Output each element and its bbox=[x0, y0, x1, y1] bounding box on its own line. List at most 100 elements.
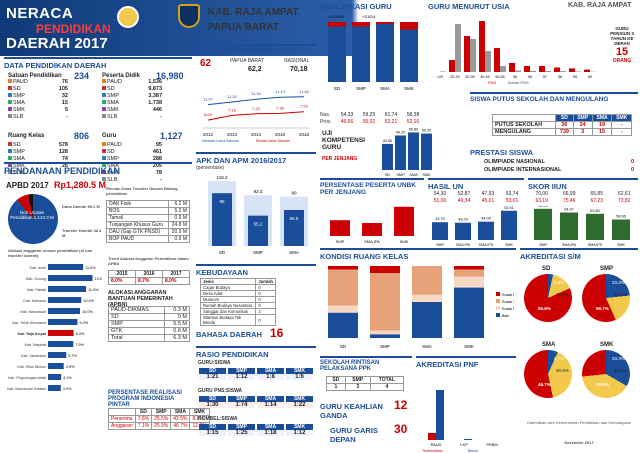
putus-head-cell bbox=[491, 114, 557, 122]
kondisi-legend-label: Rusak Berat bbox=[502, 293, 514, 297]
kondisi-legend-label: Rusak Sedang bbox=[502, 300, 514, 304]
usia-bar-non bbox=[455, 24, 461, 72]
trend-value: 8.0% bbox=[108, 277, 136, 285]
stat-value: 74 bbox=[61, 156, 68, 162]
unbk-cat: SMP bbox=[336, 239, 345, 244]
alokasi-bar bbox=[48, 264, 84, 270]
uk-bar-value: 50.89 bbox=[409, 127, 419, 131]
legend-dot bbox=[102, 156, 106, 160]
alokasi-value: 11.9% bbox=[88, 288, 99, 292]
rls-label: 6.69 bbox=[204, 112, 213, 117]
stat-value: 446 bbox=[152, 107, 162, 113]
stat-label: SMK bbox=[102, 170, 119, 177]
stat-row: SMA 1,738 bbox=[102, 100, 162, 107]
rasio-pns-label: GURU PNS:SISWA bbox=[198, 388, 243, 394]
header-banner bbox=[0, 0, 640, 56]
stat-row: SMP 288 bbox=[102, 156, 162, 163]
stat-value: 95 bbox=[155, 142, 162, 148]
usia-bar-pns bbox=[569, 68, 575, 72]
apbn-value: 6.3 M bbox=[164, 334, 190, 342]
hasil-bar bbox=[455, 222, 471, 240]
akred-b: 20.0% bbox=[614, 292, 627, 297]
stat-name: SD bbox=[13, 142, 21, 148]
hasil-prov-row: 51,00 49,34 45,01 53,01 bbox=[428, 198, 524, 204]
kondisi-segment bbox=[370, 266, 400, 274]
value-row: 70,00 66,99 65,85 62,61 bbox=[528, 191, 638, 197]
uk-title: UJI KOMPETENSI GURU bbox=[322, 130, 365, 151]
rintisan-value: 1 bbox=[326, 383, 346, 391]
stat-label: SD bbox=[8, 142, 21, 149]
alokasi-label: Kab. Fakfak bbox=[27, 288, 46, 292]
kondisi-segment bbox=[412, 266, 442, 295]
rasio-head: SD SMP SMA SMK bbox=[198, 368, 314, 374]
value-row: 63,19 75,46 67,23 73,82 bbox=[528, 198, 638, 204]
uk-bar-chart: 44.50 SD 49.20 SMP 50.89 SMA 50.25 SMK bbox=[382, 127, 432, 177]
stat-label: SLB bbox=[8, 170, 23, 177]
ipm-year-label: 2014 bbox=[251, 132, 262, 137]
kondisi-segment bbox=[412, 302, 442, 338]
rincian-row: DAU (Gaji GTK PNSD) 20.9 M bbox=[106, 228, 191, 236]
rasio-value: 1:22 bbox=[286, 402, 313, 408]
rintisan-panel: SEKOLAH RINTISAN PELAKSANA PPK SD SMP TOTA… bbox=[320, 356, 412, 396]
apk-cat-label: SMP bbox=[253, 250, 263, 255]
row-value: 53,21 bbox=[384, 119, 398, 125]
uk-cat: SMK bbox=[422, 173, 431, 177]
hasil-title: HASIL UN bbox=[428, 182, 464, 191]
stat-name: SLB bbox=[107, 114, 118, 120]
usia-cat: 59 bbox=[573, 75, 577, 79]
stat-label: SLB bbox=[8, 114, 23, 121]
iun-bar bbox=[560, 212, 578, 240]
rincian-label: BOS bbox=[106, 207, 169, 215]
rincian-label: DAU (Gaji GTK PNSD) bbox=[106, 228, 169, 236]
pip-cell: 46.7% bbox=[170, 422, 191, 430]
rincian-label: Tamsil bbox=[106, 214, 169, 222]
row-value: 58,38 bbox=[406, 112, 420, 118]
alokasi-bar bbox=[48, 385, 61, 391]
ipm-col2: NASIONAL bbox=[284, 58, 310, 64]
kual-bar-high bbox=[376, 23, 394, 82]
garis-value: 30 bbox=[394, 422, 408, 436]
alokasi-value: 4.9% bbox=[66, 365, 75, 369]
stat-label: SMA bbox=[102, 163, 119, 170]
trend-title: Trend Alokasi Anggaran Pendidikan dalam … bbox=[108, 256, 189, 266]
data-pendidikan-panel: DATA PENDIDIKAN DAERAH Satuan Pendidikan… bbox=[4, 57, 192, 159]
alokasi-bar bbox=[48, 308, 80, 314]
rincian-table: DAK Fisik 6.2 M BOS 5.2 M Tamsil 0.9 M Tunjang… bbox=[106, 200, 191, 243]
stat-name: PAUD bbox=[107, 142, 122, 148]
rls-label: 7.53 bbox=[300, 104, 309, 109]
stat-name: SMA bbox=[107, 100, 119, 106]
hasil-bar bbox=[478, 221, 494, 240]
putus-title: SISWA PUTUS SEKOLAH DAN MENGULANG bbox=[470, 96, 609, 103]
stat-label: SMK bbox=[102, 107, 119, 114]
kondisi-legend-swatch bbox=[496, 313, 500, 317]
legend-dot bbox=[102, 107, 106, 111]
stat-label: SD bbox=[102, 149, 115, 156]
guru-total: 1,127 bbox=[160, 131, 183, 141]
pnf-legend1: Terakreditasi bbox=[422, 449, 443, 452]
stat-label: SMK bbox=[8, 107, 25, 114]
stat-row: SMK 78 bbox=[102, 170, 162, 177]
akred-a: 23.3% bbox=[612, 280, 625, 285]
hls-label: 11.46 bbox=[299, 89, 309, 94]
alokasi-label: Kab. Kaimana bbox=[23, 299, 46, 303]
apm-bar bbox=[248, 215, 268, 246]
akred-a: 3.4% bbox=[554, 280, 565, 285]
row-value: 47,93 bbox=[481, 191, 495, 197]
kondisi-legend-swatch bbox=[496, 299, 500, 303]
kondisi-chart: SD SMP SMA SMK Rusak Berat Rusak Sedang Rusak … bbox=[328, 266, 514, 349]
stat-label: SMP bbox=[102, 156, 119, 163]
title-line1: NERACA bbox=[6, 5, 74, 22]
guru-block: Guru 1,127 bbox=[102, 131, 188, 141]
row-value: 65,85 bbox=[590, 191, 603, 197]
rasio-head-cell: SMA bbox=[257, 396, 284, 402]
pnf-cat: PAUD bbox=[431, 442, 442, 447]
stat-row: SMK 5 bbox=[8, 107, 68, 114]
usia-bar-non bbox=[560, 71, 566, 72]
apbn-row: PAUD-DIKMAS 0.3 M bbox=[107, 306, 190, 314]
rincian-value: 5.2 M bbox=[167, 207, 191, 215]
kebudayaan-cell: Warisan Budaya Tak Benda bbox=[199, 314, 257, 326]
rintisan-value: 3 bbox=[344, 383, 371, 391]
alokasi-label: Kab. Maybrat bbox=[25, 343, 46, 347]
akreditasi-title: AKREDITASI S/M bbox=[520, 252, 581, 261]
rincian-value: 24.8 M bbox=[167, 221, 191, 229]
